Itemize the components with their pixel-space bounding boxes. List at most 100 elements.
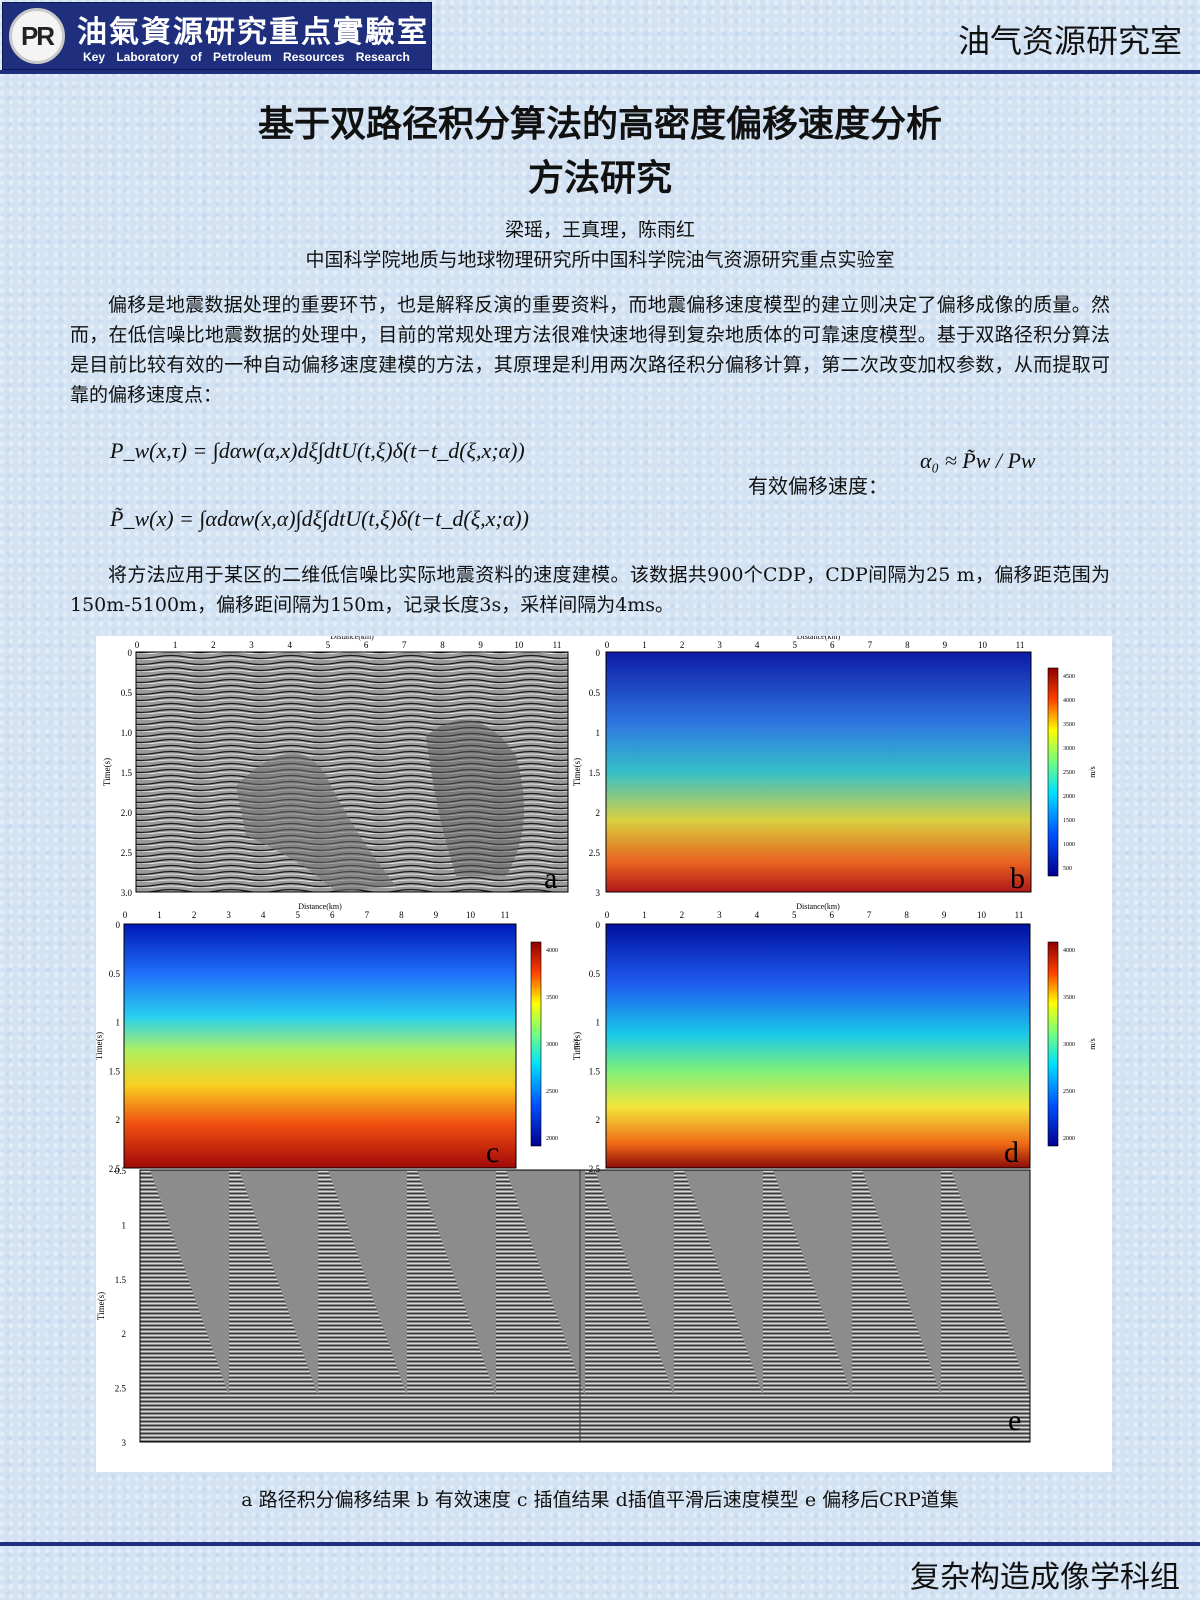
panel-d-x-tick: 5 [792,910,797,920]
panel-a-x-tick: 2 [211,640,216,650]
panel-b-colorbar-tick: 4500 [1063,674,1075,680]
panel-b-y-axis-label: Time(s) [572,758,582,786]
panel-b-y-tick: 3 [596,888,601,898]
panel-d-x-tick: 2 [680,910,685,920]
panel-e-y-tick: 2.5 [115,1384,127,1394]
abstract-paragraph: 偏移是地震数据处理的重要环节，也是解释反演的重要资料，而地震偏移速度模型的建立则… [70,294,1110,406]
header: PR 油氣資源研究重点實驗室 Key Laboratory of Petrole… [0,0,1200,72]
panel-b-colorbar-unit: m/s [1088,766,1097,778]
figure: 0 1 2 3 4 5 6 7 8 9 10 11 Distance(km) 0 0.5 1.0 1.5 2.0 2… [94,632,1112,1472]
panel-b-y-tick: 2.5 [589,848,601,858]
panel-b-y-tick: 2 [596,808,601,818]
crp-gather [852,1170,941,1442]
panel-b-colorbar-tick: 4000 [1063,698,1075,704]
panel-a-y-tick: 2.5 [121,848,133,858]
authors: 梁瑶，王真理，陈雨红 [504,219,695,241]
panel-c-x-tick: 5 [295,910,300,920]
lab-name: 油气资源研究室 [957,22,1182,60]
panel-d-colorbar-tick: 4000 [1063,948,1075,954]
lab-logo: PR 油氣資源研究重点實驗室 Key Laboratory of Petrole… [2,2,432,70]
research-group: 复杂构造成像学科组 [910,1560,1180,1595]
panel-b-y-tick: 0.5 [589,688,601,698]
panel-label-a: a [544,862,558,895]
formula-pw-tilde: P̃_w(x) = ∫αdαw(x,α)∫dξ∫dtU(t,ξ)δ(t−t_d(… [110,506,529,531]
panel-a-y-tick: 2.0 [121,808,133,818]
panel-d-x-tick: 8 [904,910,909,920]
footer-divider [0,1542,1200,1546]
title-line-1: 基于双路径积分算法的高密度偏移速度分析 [257,104,942,145]
panel-c-x-tick: 4 [261,910,266,920]
panel-a-y-tick: 0.5 [121,688,133,698]
panel-b-colorbar-tick: 3000 [1063,746,1075,752]
panel-c-x-tick: 0 [123,910,128,920]
panel-b-x-tick: 0 [605,640,610,650]
panel-d-x-tick: 4 [755,910,760,920]
panel-d-colorbar-tick: 2000 [1063,1136,1075,1142]
crp-gather-traces [140,1170,1030,1442]
panel-b-colorbar [1047,667,1059,877]
panel-c-colorbar-tick: 2500 [546,1089,558,1095]
panel-e-y-axis-label: Time(s) [96,1292,106,1320]
panel-b-x-tick: 3 [717,640,722,650]
panel-d-colorbar-tick: 2500 [1063,1089,1075,1095]
panel-d-colorbar [1047,941,1059,1147]
panel-a-x-tick: 7 [402,640,407,650]
panel-d-x-tick: 3 [717,910,722,920]
panel-d-smoothed-velocity-model [605,923,1059,1169]
logo-emblem-icon: PR [9,8,65,64]
panel-a-x-tick: 5 [326,640,331,650]
panel-d-x-tick: 0 [605,910,610,920]
panel-d-x-tick: 1 [642,910,647,920]
crp-gather [407,1170,496,1442]
panel-d-x-tick: 7 [867,910,872,920]
panel-label-b: b [1010,862,1025,895]
panel-c-x-tick: 8 [399,910,404,920]
panel-b-x-tick: 11 [1016,640,1025,650]
panel-b-x-tick: 10 [978,640,988,650]
panel-d-colorbar-tick: 3000 [1063,1042,1075,1048]
application-paragraph: 将方法应用于某区的二维低信噪比实际地震资料的速度建模。该数据共900个CDP，C… [70,564,1110,616]
panel-c-x-axis-label: Distance(km) [298,902,342,911]
crp-gather [229,1170,318,1442]
panel-a-x-tick: 10 [514,640,524,650]
panel-b-x-tick: 8 [905,640,910,650]
panel-a-x-tick: 3 [249,640,254,650]
panel-a-x-tick: 6 [364,640,369,650]
panel-c-y-tick: 0.5 [109,969,121,979]
panel-e-crp-gathers [139,1169,1031,1443]
panel-d-colorbar-unit: m/s [1088,1038,1097,1050]
panel-b-colorbar-tick: 1500 [1063,818,1075,824]
panel-b-colorbar-tick: 500 [1063,866,1072,872]
panel-b-x-axis-label: Distance(km) [797,636,841,641]
panel-label-c: c [486,1136,500,1169]
panel-e-y-tick: 3 [122,1438,127,1448]
panel-e-y-tick: 0.5 [115,1166,127,1176]
panel-c-y-tick: 1.5 [109,1066,121,1076]
header-divider [0,70,1200,74]
panel-c-x-tick: 6 [330,910,335,920]
panel-c-y-axis-label: Time(s) [96,1032,104,1060]
panel-a-migration-section [135,651,569,893]
panel-b-effective-velocity [605,651,1059,893]
panel-d-x-tick: 6 [829,910,834,920]
panel-b-x-tick: 5 [792,640,797,650]
panel-b-x-tick: 9 [943,640,948,650]
panel-a-x-tick: 0 [135,640,140,650]
panel-c-y-tick: 0 [116,920,121,930]
panel-b-y-tick: 0 [596,648,601,658]
panel-c-x-tick: 10 [466,910,476,920]
panel-c-x-tick: 11 [501,910,510,920]
logo-mark: PR [20,21,55,51]
panel-a-x-axis-label: Distance(km) [330,636,374,641]
panel-e-y-tick: 1.5 [115,1275,127,1285]
panel-e-y-tick: 2 [122,1329,127,1339]
crp-gather [496,1170,585,1442]
panel-c-y-tick: 2.5 [109,1164,121,1174]
panel-c-colorbar-tick: 4000 [546,948,558,954]
panel-c-x-tick: 9 [434,910,439,920]
logo-english-name: Key Laboratory of Petroleum Resources Re… [83,50,410,64]
crp-gather [941,1170,1030,1442]
panel-d-y-tick: 2 [596,1115,601,1125]
panel-c-x-tick: 1 [157,910,162,920]
panel-label-e: e [1008,1404,1022,1437]
